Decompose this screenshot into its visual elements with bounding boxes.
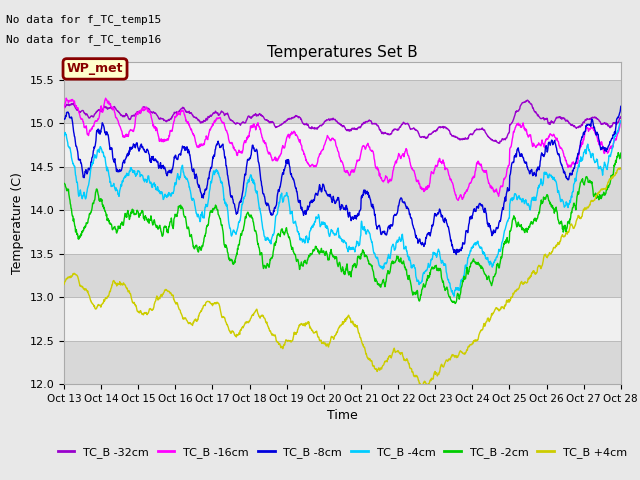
Bar	[64, 210, 621, 253]
Bar	[64, 297, 621, 340]
Text: WP_met: WP_met	[67, 62, 124, 75]
Text: No data for f_TC_temp15: No data for f_TC_temp15	[6, 14, 162, 25]
Bar	[64, 167, 621, 210]
Bar	[64, 80, 621, 123]
Y-axis label: Temperature (C): Temperature (C)	[11, 172, 24, 274]
Text: No data for f_TC_temp16: No data for f_TC_temp16	[6, 34, 162, 45]
X-axis label: Time: Time	[327, 409, 358, 422]
Bar	[64, 253, 621, 297]
Bar	[64, 340, 621, 384]
Legend: TC_B -32cm, TC_B -16cm, TC_B -8cm, TC_B -4cm, TC_B -2cm, TC_B +4cm: TC_B -32cm, TC_B -16cm, TC_B -8cm, TC_B …	[53, 442, 632, 462]
Bar	[64, 123, 621, 167]
Title: Temperatures Set B: Temperatures Set B	[267, 45, 418, 60]
